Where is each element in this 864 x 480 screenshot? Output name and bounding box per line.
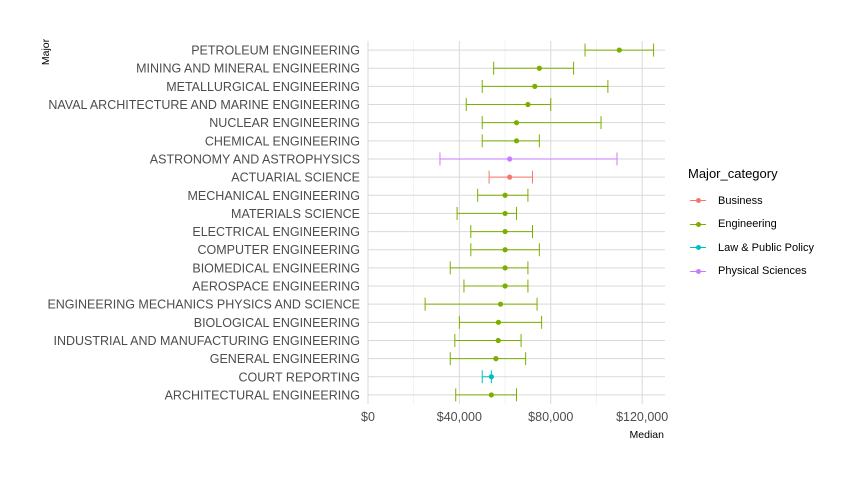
chart-marks xyxy=(424,43,655,402)
median-point xyxy=(497,301,504,307)
errorbar-group xyxy=(470,243,540,257)
median-point xyxy=(502,265,508,271)
y-tick-label: MINING AND MINERAL ENGINEERING xyxy=(136,62,360,76)
x-tick-labels: $0 $40,000 $80,000 $120,000 xyxy=(361,410,668,424)
errorbar-group xyxy=(458,315,543,329)
y-tick-labels: PETROLEUM ENGINEERING MINING AND MINERAL … xyxy=(47,44,360,403)
y-tick-label: COMPUTER ENGINEERING xyxy=(197,243,360,257)
y-tick-label: BIOLOGICAL ENGINEERING xyxy=(194,316,360,330)
median-point xyxy=(488,374,494,380)
median-point xyxy=(488,392,494,398)
median-point xyxy=(493,356,499,362)
x-tick-label: $80,000 xyxy=(528,410,573,424)
x-tick-label: $120,000 xyxy=(616,410,668,424)
legend-items: Business Engineering Law & Public Policy Ph… xyxy=(688,189,814,283)
errorbar-group xyxy=(424,297,538,311)
median-point xyxy=(502,228,508,235)
y-tick-label: ASTRONOMY AND ASTROPHYSICS xyxy=(150,152,360,166)
legend-label: Law & Public Policy xyxy=(718,241,814,254)
median-point xyxy=(495,337,501,344)
legend-key xyxy=(688,194,708,208)
x-tick-label: $0 xyxy=(361,410,375,424)
median-point xyxy=(502,210,508,217)
y-tick-label: NUCLEAR ENGINEERING xyxy=(209,116,360,130)
median-point xyxy=(502,247,508,253)
legend-label: Engineering xyxy=(718,218,777,231)
legend-key xyxy=(688,217,708,231)
errorbar-group xyxy=(488,170,533,184)
y-tick-label: AEROSPACE ENGINEERING xyxy=(192,280,360,294)
legend-key-point xyxy=(695,245,701,251)
median-point xyxy=(532,83,538,89)
y-tick-label: GENERAL ENGINEERING xyxy=(210,352,360,366)
y-tick-label: PETROLEUM ENGINEERING xyxy=(191,44,360,58)
legend-title: Major_category xyxy=(688,166,778,181)
y-tick-label: ARCHITECTURAL ENGINEERING xyxy=(165,388,360,402)
errorbar-group xyxy=(465,98,552,112)
x-axis-title: Median xyxy=(630,429,665,441)
median-point xyxy=(513,138,520,144)
errorbar-group xyxy=(439,152,618,166)
errorbar-group xyxy=(493,61,575,75)
legend-item: Physical Sciences xyxy=(688,260,814,284)
errorbar-group xyxy=(477,188,529,202)
legend-item: Law & Public Policy xyxy=(688,236,814,260)
median-point xyxy=(536,65,542,71)
y-tick-label: MATERIALS SCIENCE xyxy=(231,207,360,221)
y-tick-label: ELECTRICAL ENGINEERING xyxy=(192,225,360,239)
y-tick-label: MECHANICAL ENGINEERING xyxy=(188,189,360,203)
grid-lines xyxy=(367,41,665,404)
y-tick-label: INDUSTRIAL AND MANUFACTURING ENGINEERING xyxy=(53,334,360,348)
legend: Major_category Business Engineering Law & … xyxy=(688,166,814,283)
errorbar-group xyxy=(481,79,609,93)
median-point xyxy=(495,319,502,325)
errorbar-group xyxy=(463,279,529,293)
x-tick-label: $40,000 xyxy=(437,410,482,424)
y-tick-label: NAVAL ARCHITECTURE AND MARINE ENGINEERIN… xyxy=(48,98,360,112)
legend-item: Business xyxy=(688,189,814,213)
median-point xyxy=(502,192,508,198)
y-axis-title: Major xyxy=(40,38,52,65)
median-point xyxy=(502,283,508,289)
errorbar-group xyxy=(455,388,517,402)
errorbar-group xyxy=(449,261,529,275)
legend-label: Physical Sciences xyxy=(718,265,807,278)
legend-key-point xyxy=(695,268,701,274)
errorbar-group xyxy=(456,206,517,220)
legend-key xyxy=(688,264,708,278)
errorbar-group xyxy=(481,116,602,130)
legend-key-point xyxy=(695,198,701,204)
y-tick-label: BIOMEDICAL ENGINEERING xyxy=(192,261,360,275)
legend-item: Engineering xyxy=(688,213,814,237)
errorbar-group xyxy=(470,225,533,239)
legend-key-point xyxy=(695,221,701,227)
y-tick-label: COURT REPORTING xyxy=(238,370,360,384)
legend-key xyxy=(688,241,708,255)
errorbar-group xyxy=(481,134,540,148)
median-point xyxy=(507,174,513,180)
errorbar-group xyxy=(454,333,522,347)
errorbar-group xyxy=(584,43,655,57)
y-tick-label: METALLURGICAL ENGINEERING xyxy=(166,80,360,94)
y-tick-label: ACTUARIAL SCIENCE xyxy=(231,171,360,185)
y-tick-label: CHEMICAL ENGINEERING xyxy=(205,134,360,148)
median-point xyxy=(616,47,622,53)
errorbar-group xyxy=(449,352,527,366)
median-point xyxy=(507,156,513,162)
median-point xyxy=(513,120,520,126)
y-tick-label: ENGINEERING MECHANICS PHYSICS AND SCIENC… xyxy=(47,298,360,312)
median-point xyxy=(525,101,531,108)
legend-label: Business xyxy=(718,194,763,207)
errorbar-group xyxy=(481,370,494,384)
